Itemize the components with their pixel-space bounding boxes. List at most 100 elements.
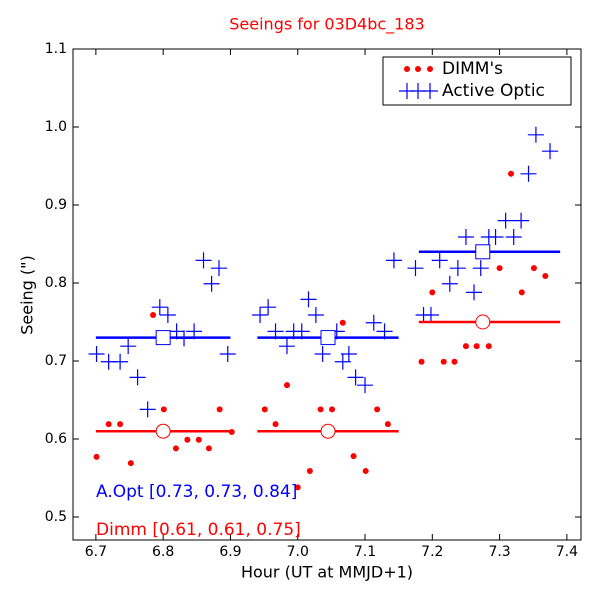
data-point [505,228,522,245]
data-point [362,467,369,474]
median-marker [320,330,336,346]
data-point [260,299,277,316]
data-point [129,369,146,386]
y-tick-label: 0.6 [45,431,67,447]
data-point [472,260,489,277]
median-marker [475,244,491,260]
data-point [117,421,124,428]
chart-title: Seeings for 03D4bc_183 [229,15,424,35]
data-point [205,445,212,452]
x-axis-label: Hour (UT at MMJD+1) [241,563,413,582]
y-tick-label: 0.5 [45,509,67,525]
legend-box [382,56,572,106]
median-marker [155,330,171,346]
data-point [497,212,514,229]
data-point [441,275,458,292]
data-point [112,353,129,370]
legend-label: DIMM's [442,59,503,79]
data-point [151,299,168,316]
x-tick-label: 6.9 [219,544,241,560]
data-point [195,436,202,443]
data-point [418,358,425,365]
data-point [385,252,402,269]
data-point [283,382,290,389]
data-point [542,143,559,160]
data-point [457,228,474,245]
data-point [195,252,212,269]
median-marker [320,423,336,439]
data-point [440,358,447,365]
data-point [473,343,480,350]
data-point [520,165,537,182]
data-point [294,484,301,491]
data-point [407,260,424,277]
y-tick-label: 1.0 [45,119,67,135]
legend-marker [422,83,438,99]
data-point [449,260,466,277]
data-point [374,406,381,413]
data-point [340,345,357,362]
data-point [350,453,357,460]
data-point [272,421,279,428]
data-point [429,289,436,296]
data-point [252,306,269,323]
data-point [508,170,515,177]
median-marker [475,314,491,330]
data-point [216,406,223,413]
data-point [300,291,317,308]
data-point [172,445,179,452]
data-point [105,421,112,428]
data-point [431,252,448,269]
data-point [466,284,483,301]
y-tick-label: 0.7 [45,353,67,369]
data-point [365,314,382,331]
data-point [278,338,295,355]
data-point [203,275,220,292]
plot-frame [72,48,582,541]
data-point [314,345,331,362]
data-point [261,406,268,413]
annotation: A.Opt [0.73, 0.73, 0.84] [96,482,297,502]
data-point [451,358,458,365]
median-marker [155,423,171,439]
x-tick-label: 7.3 [488,544,510,560]
legend-marker [415,66,421,72]
y-tick-label: 0.8 [45,275,67,291]
y-tick-label: 0.9 [45,197,67,213]
legend-marker [427,66,433,72]
data-point [513,212,530,229]
data-point [93,453,100,460]
data-point [357,377,374,394]
data-point [496,265,503,272]
data-point [487,228,504,245]
x-tick-label: 6.8 [152,544,174,560]
data-point [485,343,492,350]
x-tick-label: 7.1 [354,544,376,560]
data-point [184,436,191,443]
legend-marker [404,66,410,72]
annotation: Dimm [0.61, 0.61, 0.75] [96,520,301,540]
data-point [329,406,336,413]
data-point [139,401,156,418]
x-tick-label: 7.0 [287,544,309,560]
data-point [159,306,176,323]
x-tick-label: 7.2 [421,544,443,560]
y-tick-label: 1.1 [45,41,67,57]
data-point [527,126,544,143]
data-point [542,272,549,279]
legend-label: Active Optic [442,81,545,101]
data-point [317,406,324,413]
data-point [530,265,537,272]
data-point [384,421,391,428]
y-axis-label: Seeing (") [18,255,37,335]
data-point [462,343,469,350]
data-point [306,467,313,474]
data-point [347,369,364,386]
data-point [211,260,228,277]
data-point [88,345,105,362]
data-point [518,289,525,296]
x-tick-label: 6.7 [85,544,107,560]
data-point [307,306,324,323]
data-point [422,306,439,323]
